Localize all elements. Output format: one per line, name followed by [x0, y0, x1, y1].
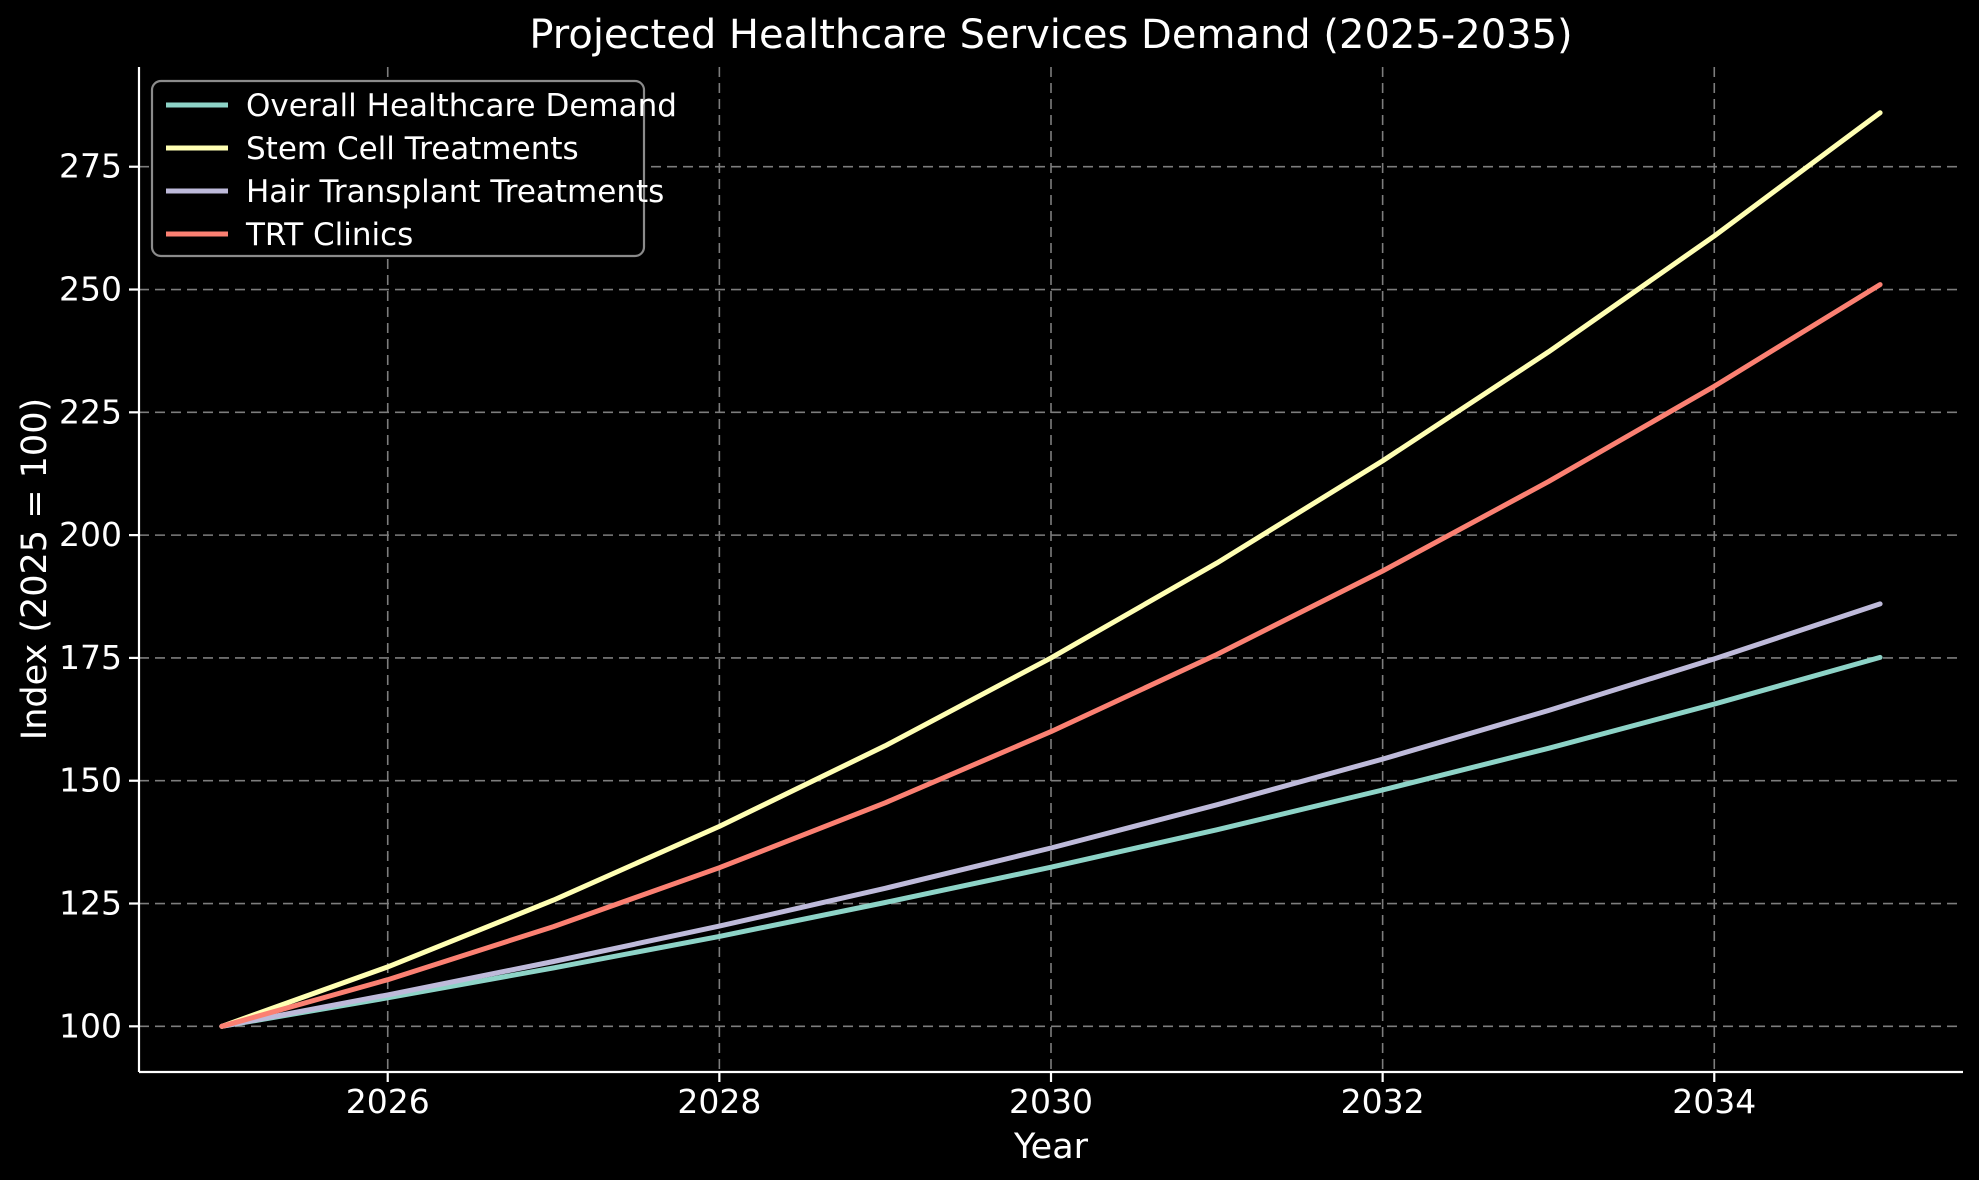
- legend-item-overall: Overall Healthcare Demand: [166, 88, 677, 124]
- legend-label-hair-transplant: Hair Transplant Treatments: [246, 174, 664, 210]
- legend-label-trt-clinics: TRT Clinics: [245, 217, 413, 253]
- y-tick-label: 250: [59, 270, 122, 309]
- legend-label-stem-cell: Stem Cell Treatments: [246, 131, 579, 167]
- y-tick-label: 125: [59, 884, 122, 923]
- x-tick-label: 2032: [1341, 1082, 1425, 1121]
- x-tick-label: 2026: [346, 1082, 430, 1121]
- series-line-overall-healthcare-demand: [219, 654, 1883, 1029]
- legend-item-stem-cell: Stem Cell Treatments: [166, 131, 579, 167]
- y-tick-label: 150: [59, 761, 122, 800]
- legend-label-overall: Overall Healthcare Demand: [246, 88, 677, 124]
- y-tick-label: 225: [59, 392, 122, 431]
- y-tick-label: 275: [59, 147, 122, 186]
- legend-box: [150, 79, 646, 258]
- legend-item-hair-transplant: Hair Transplant Treatments: [166, 174, 664, 210]
- legend-item-trt-clinics: TRT Clinics: [166, 217, 413, 253]
- x-tick-label: 2030: [1009, 1082, 1093, 1121]
- y-axis-label: Index (2025 = 100): [15, 398, 55, 740]
- y-tick-label: 100: [59, 1006, 122, 1045]
- series-lines: [219, 110, 1883, 1029]
- series-line-trt-clinics: [219, 282, 1883, 1029]
- x-tick-label: 2028: [677, 1082, 761, 1121]
- series-line-stem-cell-treatments: [219, 110, 1883, 1029]
- x-tick-label: 2034: [1672, 1082, 1756, 1121]
- chart-title: Projected Healthcare Services Demand (20…: [529, 12, 1572, 58]
- x-axis-label: Year: [1013, 1127, 1089, 1167]
- tick-labels: 2026 2028 2030 2032 2034 100 125 150 175 200 225 25…: [59, 147, 1756, 1121]
- series-line-hair-transplant-treatments: [219, 601, 1883, 1029]
- legend: Overall Healthcare Demand Stem Cell Trea…: [150, 79, 677, 258]
- y-tick-label: 200: [59, 515, 122, 554]
- y-tick-label: 175: [59, 638, 122, 677]
- axes-spines-ticks: [129, 67, 1963, 1082]
